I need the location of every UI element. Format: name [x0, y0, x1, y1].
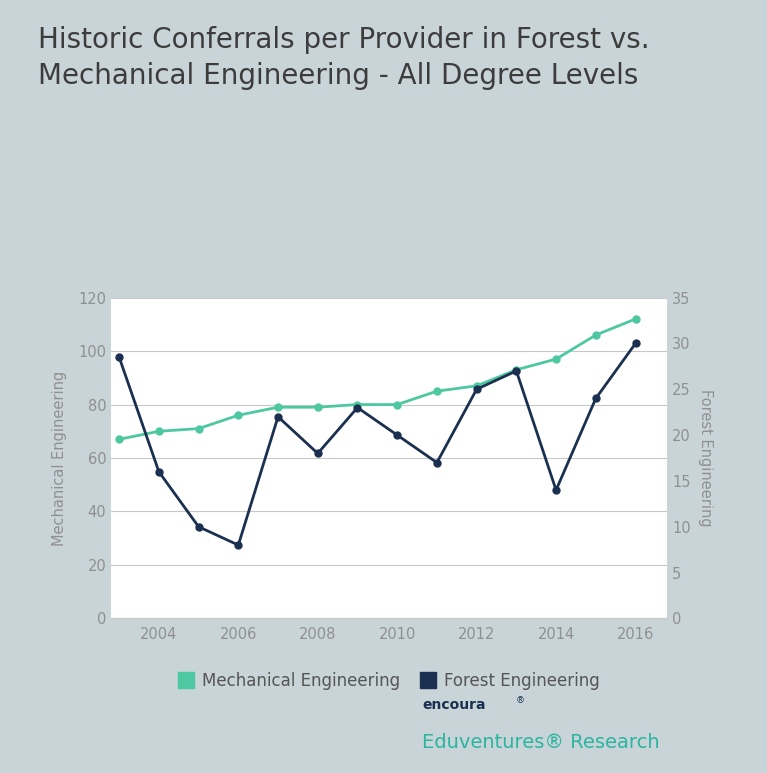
Text: encoura: encoura — [422, 698, 486, 712]
Y-axis label: Forest Engineering: Forest Engineering — [698, 389, 713, 527]
Text: ®: ® — [516, 696, 525, 705]
Y-axis label: Mechanical Engineering: Mechanical Engineering — [52, 370, 67, 546]
Text: Historic Conferrals per Provider in Forest vs.
Mechanical Engineering - All Degr: Historic Conferrals per Provider in Fore… — [38, 26, 650, 90]
Legend: Mechanical Engineering, Forest Engineering: Mechanical Engineering, Forest Engineeri… — [179, 673, 600, 690]
Text: Eduventures® Research: Eduventures® Research — [422, 733, 660, 752]
